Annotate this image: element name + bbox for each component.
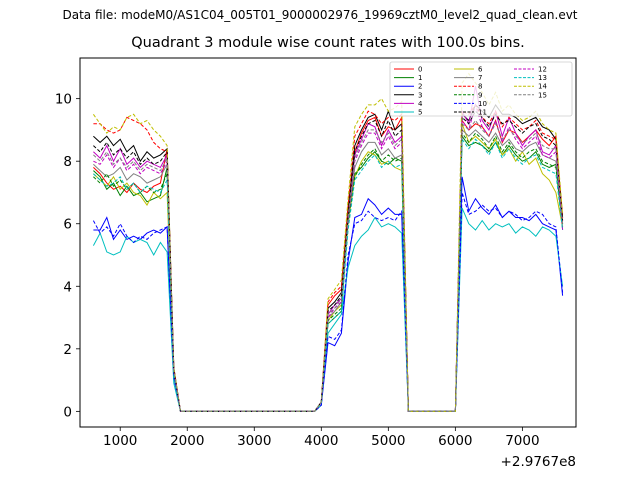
x-tick-label: 7000 <box>505 433 539 449</box>
legend-label-9: 9 <box>478 91 482 99</box>
series-line-10 <box>92 192 564 412</box>
y-tick-label: 10 <box>55 92 72 108</box>
y-tick-label: 2 <box>63 342 72 358</box>
y-tick-label: 8 <box>63 154 72 170</box>
legend-label-14: 14 <box>538 83 547 91</box>
legend-label-1: 1 <box>418 74 422 82</box>
legend-label-10: 10 <box>478 100 487 108</box>
x-tick-label: 6000 <box>438 433 472 449</box>
legend-label-15: 15 <box>538 91 547 99</box>
legend-label-13: 13 <box>538 74 547 82</box>
legend-label-5: 5 <box>418 109 422 117</box>
axes-frame <box>79 57 577 428</box>
y-tick-label: 4 <box>63 279 72 295</box>
legend-box <box>389 61 573 117</box>
x-tick-label: 4000 <box>304 433 338 449</box>
legend-label-3: 3 <box>418 91 422 99</box>
legend-label-12: 12 <box>538 66 547 74</box>
legend-label-11: 11 <box>478 109 487 117</box>
x-tick-label: 2000 <box>170 433 204 449</box>
legend-label-2: 2 <box>418 83 422 91</box>
legend-label-0: 0 <box>418 66 422 74</box>
figure-suptitle: Data file: modeM0/AS1C04_005T01_90000029… <box>62 8 578 22</box>
series-line-2 <box>93 176 564 412</box>
x-axis: 1000 2000 3000 4000 5000 6000 7000 <box>103 427 540 449</box>
x-offset-label: +2.9767e8 <box>501 454 576 470</box>
series-line-5 <box>92 207 564 412</box>
x-tick-label: 5000 <box>371 433 405 449</box>
y-tick-label: 0 <box>63 404 72 420</box>
x-tick-label: 3000 <box>237 433 271 449</box>
legend-label-4: 4 <box>418 100 423 108</box>
y-tick-label: 6 <box>63 217 72 233</box>
y-axis: 0 2 4 6 8 10 <box>55 92 80 420</box>
legend-label-7: 7 <box>478 74 482 82</box>
chart-title: Quadrant 3 module wise count rates with … <box>131 35 525 51</box>
legend-label-6: 6 <box>478 66 483 74</box>
series-line-12 <box>93 103 564 412</box>
x-tick-label: 1000 <box>103 433 137 449</box>
legend-label-8: 8 <box>478 83 482 91</box>
series-line-11 <box>93 110 564 412</box>
series-line-15 <box>93 119 564 412</box>
